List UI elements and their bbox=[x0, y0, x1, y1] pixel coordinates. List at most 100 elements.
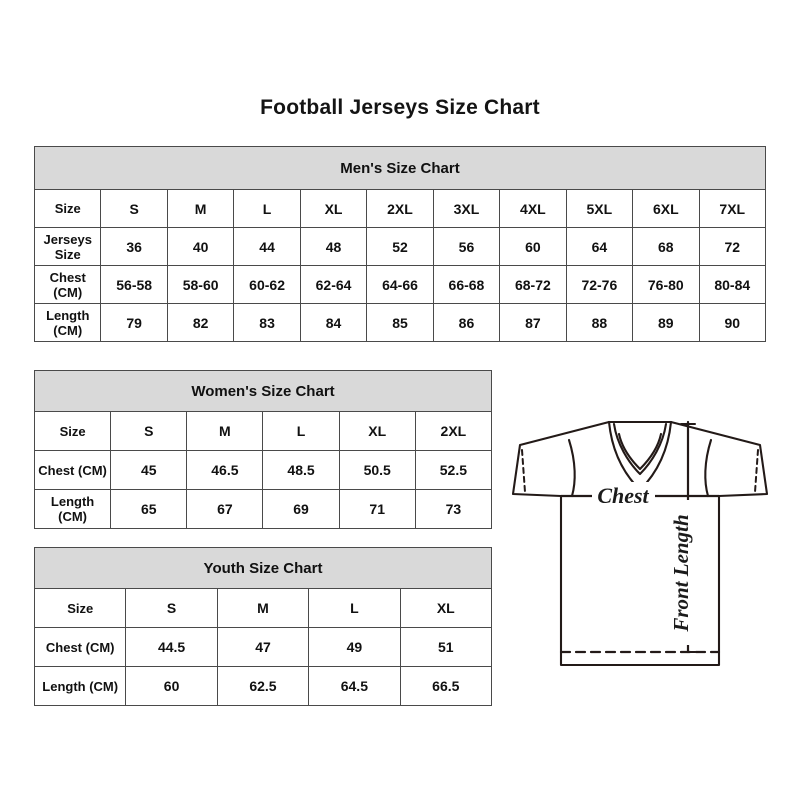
page-title: Football Jerseys Size Chart bbox=[260, 96, 540, 119]
row-label-length-cm: Length (CM) bbox=[33, 666, 127, 706]
table-row: Chest (CM) 44.5 47 49 51 bbox=[33, 627, 493, 667]
column-header-size: Size bbox=[33, 189, 102, 228]
cell: 48 bbox=[299, 227, 368, 266]
cell: 72-76 bbox=[565, 265, 634, 304]
cell: 52.5 bbox=[414, 450, 493, 490]
cell: 60-62 bbox=[233, 265, 301, 304]
column-header-size: Size bbox=[33, 588, 127, 628]
column-header-l: L bbox=[308, 588, 401, 628]
cell: 76-80 bbox=[632, 265, 700, 304]
column-header-7xl: 7XL bbox=[698, 189, 767, 228]
cell: 73 bbox=[414, 489, 493, 529]
column-header-s: S bbox=[125, 588, 218, 628]
cell: 49 bbox=[308, 627, 401, 667]
row-label-length-cm: Length (CM) bbox=[33, 489, 112, 529]
table-row: Chest (CM) 45 46.5 48.5 50.5 52.5 bbox=[33, 450, 493, 490]
cell: 68 bbox=[632, 227, 700, 266]
column-header-m: M bbox=[216, 588, 310, 628]
chest-label-background bbox=[592, 482, 655, 509]
cell: 44.5 bbox=[125, 627, 218, 667]
column-header-l: L bbox=[262, 411, 340, 451]
row-label-chest-cm: Chest (CM) bbox=[33, 265, 102, 304]
cell: 67 bbox=[186, 489, 264, 529]
column-header-xl: XL bbox=[399, 588, 493, 628]
cell: 44 bbox=[233, 227, 301, 266]
row-label-chest-cm: Chest (CM) bbox=[33, 450, 112, 490]
column-header-size: Size bbox=[33, 411, 112, 451]
cell: 60 bbox=[125, 666, 218, 706]
column-header-3xl: 3XL bbox=[432, 189, 501, 228]
cell: 64.5 bbox=[308, 666, 401, 706]
cell: 46.5 bbox=[186, 450, 264, 490]
jersey-collar-line-1 bbox=[612, 422, 668, 476]
table-row: Chest (CM) 56-58 58-60 60-62 62-64 64-66… bbox=[33, 265, 767, 304]
cell: 71 bbox=[338, 489, 416, 529]
cell: 83 bbox=[233, 303, 301, 342]
cell: 80-84 bbox=[698, 265, 767, 304]
cell: 64 bbox=[565, 227, 634, 266]
cell: 48.5 bbox=[262, 450, 340, 490]
cell: 65 bbox=[110, 489, 188, 529]
cell: 72 bbox=[698, 227, 767, 266]
column-header-s: S bbox=[110, 411, 188, 451]
cell: 56 bbox=[432, 227, 501, 266]
cell: 47 bbox=[216, 627, 310, 667]
column-header-l: L bbox=[233, 189, 301, 228]
table-caption-row: Women's Size Chart bbox=[34, 370, 492, 412]
cell: 51 bbox=[399, 627, 493, 667]
table-header-row: Size S M L XL 2XL bbox=[33, 411, 493, 451]
womens-table-caption: Women's Size Chart bbox=[34, 370, 492, 412]
cell: 40 bbox=[166, 227, 235, 266]
cell: 68-72 bbox=[499, 265, 567, 304]
jersey-vneck-outer bbox=[607, 420, 673, 492]
cell: 85 bbox=[366, 303, 434, 342]
row-label-chest-cm: Chest (CM) bbox=[33, 627, 127, 667]
right-cuff-dashed-line bbox=[754, 449, 759, 493]
cell: 60 bbox=[499, 227, 567, 266]
row-label-jerseys-size: Jerseys Size bbox=[33, 227, 102, 266]
cell: 89 bbox=[632, 303, 700, 342]
jersey-left-sleeve-outline bbox=[511, 420, 611, 498]
jersey-right-sleeve-outline bbox=[669, 420, 769, 498]
cell: 69 bbox=[262, 489, 340, 529]
youth-table-caption: Youth Size Chart bbox=[34, 547, 492, 589]
mens-table-caption: Men's Size Chart bbox=[34, 146, 766, 190]
column-header-6xl: 6XL bbox=[632, 189, 700, 228]
youth-size-chart-table: Youth Size Chart Size S M L XL Chest (CM… bbox=[33, 547, 493, 706]
cell: 62-64 bbox=[299, 265, 368, 304]
chest-label: Chest bbox=[597, 483, 649, 508]
table-caption-row: Youth Size Chart bbox=[34, 547, 492, 589]
table-row: Length (CM) 79 82 83 84 85 86 87 88 89 9… bbox=[33, 303, 767, 342]
cell: 86 bbox=[432, 303, 501, 342]
cell: 45 bbox=[110, 450, 188, 490]
table-header-row: Size S M L XL 2XL 3XL 4XL 5XL 6XL 7XL bbox=[33, 189, 767, 228]
front-length-label-background bbox=[675, 500, 702, 645]
column-header-xl: XL bbox=[299, 189, 368, 228]
womens-size-chart-table: Women's Size Chart Size S M L XL 2XL Che… bbox=[33, 370, 493, 529]
cell: 82 bbox=[166, 303, 235, 342]
column-header-5xl: 5XL bbox=[565, 189, 634, 228]
column-header-s: S bbox=[100, 189, 168, 228]
front-length-label: Front Length bbox=[669, 514, 693, 632]
cell: 79 bbox=[100, 303, 168, 342]
cell: 56-58 bbox=[100, 265, 168, 304]
table-header-row: Size S M L XL bbox=[33, 588, 493, 628]
table-row: Length (CM) 60 62.5 64.5 66.5 bbox=[33, 666, 493, 706]
column-header-m: M bbox=[166, 189, 235, 228]
column-header-4xl: 4XL bbox=[499, 189, 567, 228]
cell: 88 bbox=[565, 303, 634, 342]
table-row: Jerseys Size 36 40 44 48 52 56 60 64 68 … bbox=[33, 227, 767, 266]
cell: 52 bbox=[366, 227, 434, 266]
column-header-2xl: 2XL bbox=[366, 189, 434, 228]
column-header-m: M bbox=[186, 411, 264, 451]
cell: 58-60 bbox=[166, 265, 235, 304]
cell: 84 bbox=[299, 303, 368, 342]
column-header-2xl: 2XL bbox=[414, 411, 493, 451]
cell: 62.5 bbox=[216, 666, 310, 706]
cell: 36 bbox=[100, 227, 168, 266]
cell: 90 bbox=[698, 303, 767, 342]
mens-size-chart-table: Men's Size Chart Size S M L XL 2XL 3XL 4… bbox=[33, 146, 767, 342]
jersey-right-sleeve-seam bbox=[704, 438, 713, 498]
jersey-measurement-diagram: Chest Front Length bbox=[500, 400, 780, 690]
jersey-collar-line-2 bbox=[617, 432, 663, 471]
